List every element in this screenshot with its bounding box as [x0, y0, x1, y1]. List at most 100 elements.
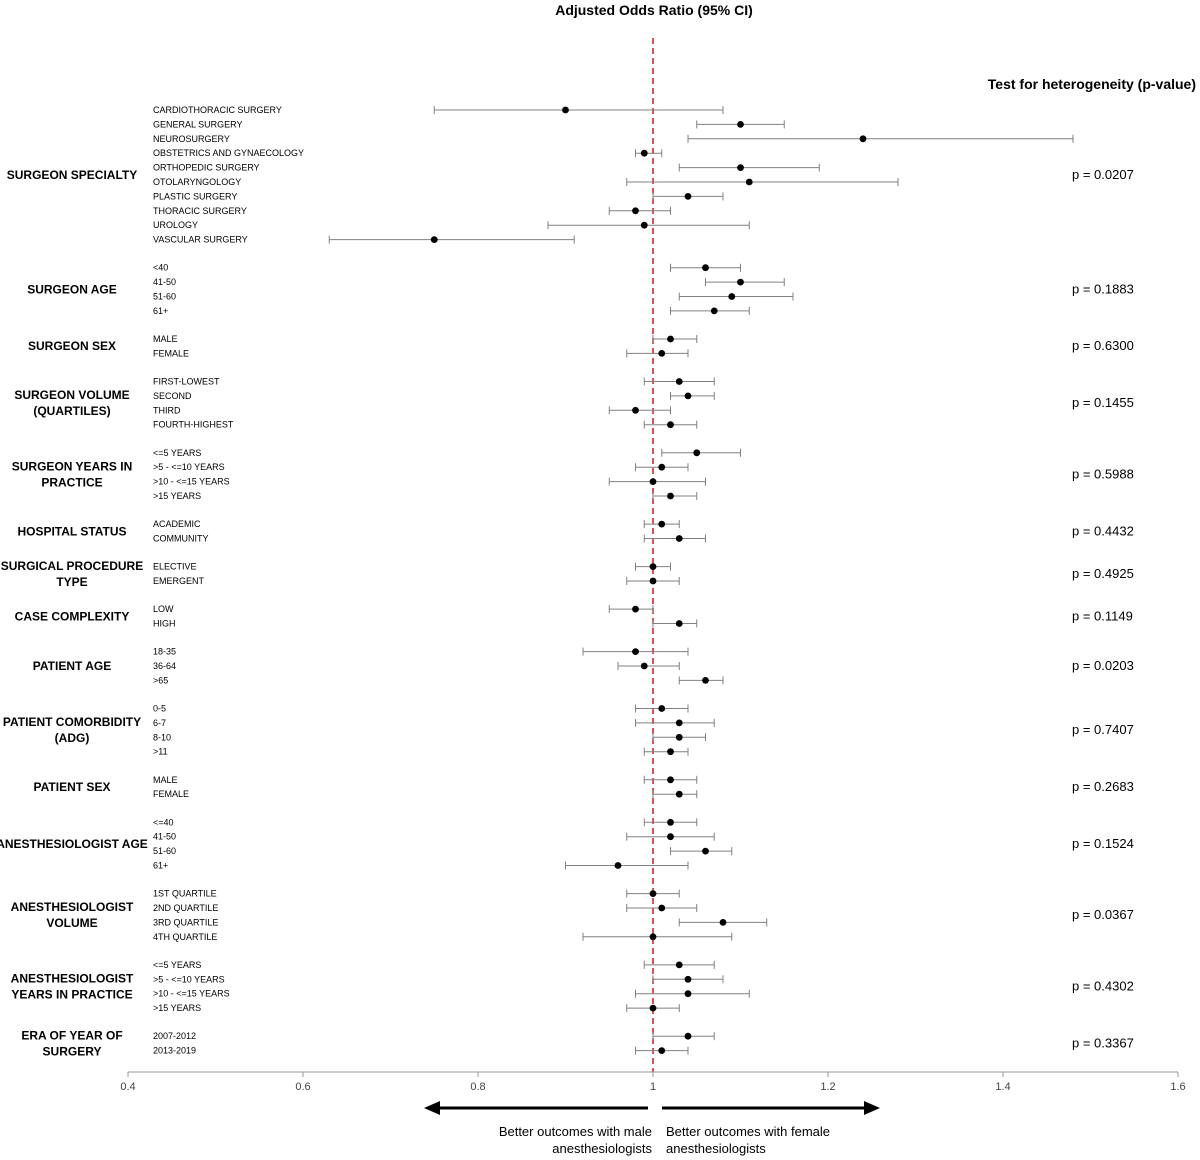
heterogeneity-p-value: p = 0.1149 — [1072, 608, 1133, 623]
x-tick-label: 1 — [650, 1081, 656, 1093]
arrow-right-label: anesthesiologists — [666, 1141, 766, 1156]
group-label: YEARS IN PRACTICE — [11, 988, 132, 1002]
odds-ratio-point — [667, 492, 674, 500]
row-label: >5 - <=10 YEARS — [153, 974, 225, 984]
row-label: 61+ — [153, 861, 168, 871]
odds-ratio-point — [684, 990, 692, 998]
arrow-left-label: Better outcomes with male — [499, 1124, 652, 1139]
row-label: 0-5 — [153, 704, 166, 714]
odds-ratio-point — [614, 862, 622, 869]
row-label: 1ST QUARTILE — [153, 889, 217, 899]
heterogeneity-header: Test for heterogeneity (p-value) — [988, 76, 1196, 92]
odds-ratio-point — [684, 193, 692, 200]
row-label: 2ND QUARTILE — [153, 903, 218, 913]
row-label: FEMALE — [153, 789, 189, 799]
odds-ratio-point — [675, 790, 683, 798]
row-label: >15 YEARS — [153, 491, 201, 501]
odds-ratio-point — [684, 975, 692, 983]
row-label: UROLOGY — [153, 220, 198, 230]
group-label: SURGEON YEARS IN — [12, 459, 132, 473]
odds-ratio-point — [658, 904, 666, 912]
row-label: PLASTIC SURGERY — [153, 191, 237, 201]
row-label: ACADEMIC — [153, 519, 201, 529]
chart-title: Adjusted Odds Ratio (95% CI) — [555, 2, 753, 18]
odds-ratio-point — [737, 278, 744, 286]
heterogeneity-p-value: p = 0.0367 — [1072, 907, 1134, 922]
row-label: 2007-2012 — [153, 1031, 196, 1041]
x-tick-label: 1.6 — [1170, 1081, 1185, 1093]
odds-ratio-point — [675, 733, 683, 741]
row-label: >65 — [153, 675, 168, 685]
row-label: 36-64 — [153, 661, 176, 671]
row-label: ORTHOPEDIC SURGERY — [153, 163, 260, 173]
arrow-left-label: anesthesiologists — [552, 1141, 652, 1156]
odds-ratio-point — [675, 378, 683, 385]
odds-ratio-point — [728, 293, 736, 300]
row-label: 51-60 — [153, 846, 176, 856]
row-label: 51-60 — [153, 292, 176, 302]
odds-ratio-point — [702, 847, 709, 855]
odds-ratio-point — [632, 207, 639, 215]
odds-ratio-point — [430, 236, 438, 244]
group-label: SURGERY — [43, 1044, 102, 1058]
group-label: SURGEON AGE — [27, 282, 117, 296]
odds-ratio-point — [693, 449, 701, 457]
heterogeneity-p-value: p = 0.0207 — [1072, 167, 1134, 182]
odds-ratio-point — [745, 178, 753, 186]
odds-ratio-point — [737, 121, 744, 128]
odds-ratio-point — [640, 662, 648, 670]
row-label: >11 — [153, 747, 168, 757]
row-label: OTOLARYNGOLOGY — [153, 177, 241, 187]
x-tick-label: 0.6 — [295, 1081, 310, 1093]
group-label: CASE COMPLEXITY — [15, 609, 130, 623]
odds-ratio-point — [649, 563, 657, 570]
x-tick-label: 1.4 — [995, 1081, 1010, 1093]
heterogeneity-p-value: p = 0.1455 — [1072, 395, 1134, 410]
group-label: (ADG) — [55, 731, 90, 745]
odds-ratio-point — [737, 164, 744, 172]
heterogeneity-p-value: p = 0.2683 — [1072, 779, 1134, 794]
odds-ratio-point — [649, 478, 657, 485]
odds-ratio-point — [649, 890, 657, 897]
odds-ratio-point — [702, 264, 709, 272]
row-label: HIGH — [153, 619, 176, 629]
row-label: >15 YEARS — [153, 1003, 201, 1013]
row-label: SECOND — [153, 391, 192, 401]
row-label: OBSTETRICS AND GYNAECOLOGY — [153, 148, 304, 158]
row-label: GENERAL SURGERY — [153, 119, 243, 129]
group-label: PATIENT COMORBIDITY — [3, 715, 141, 729]
row-label: THORACIC SURGERY — [153, 206, 247, 216]
row-label: <=5 YEARS — [153, 960, 201, 970]
group-label: ANESTHESIOLOGIST — [11, 972, 134, 986]
group-label: (QUARTILES) — [33, 404, 110, 418]
group-label: PATIENT AGE — [33, 659, 111, 673]
row-label: VASCULAR SURGERY — [153, 235, 248, 245]
x-tick-label: 0.8 — [470, 1081, 485, 1093]
odds-ratio-point — [632, 648, 639, 655]
heterogeneity-p-value: p = 0.4302 — [1072, 979, 1134, 994]
odds-ratio-point — [710, 307, 718, 315]
row-label: 4TH QUARTILE — [153, 932, 217, 942]
odds-ratio-point — [658, 350, 666, 357]
odds-ratio-point — [658, 463, 666, 471]
group-label: HOSPITAL STATUS — [17, 524, 126, 538]
group-label: SURGICAL PROCEDURE — [1, 559, 143, 573]
odds-ratio-point — [667, 748, 674, 756]
odds-ratio-point — [649, 577, 657, 585]
odds-ratio-point — [667, 421, 674, 429]
group-label: ANESTHESIOLOGIST AGE — [0, 837, 148, 851]
heterogeneity-p-value: p = 0.4432 — [1072, 523, 1134, 538]
heterogeneity-p-value: p = 0.1524 — [1072, 836, 1134, 851]
row-label: 2013-2019 — [153, 1046, 196, 1056]
group-label: PATIENT SEX — [34, 780, 111, 794]
x-tick-label: 1.2 — [820, 1081, 835, 1093]
heterogeneity-p-value: p = 0.5988 — [1072, 466, 1134, 481]
odds-ratio-point — [859, 135, 867, 143]
row-label: FOURTH-HIGHEST — [153, 420, 234, 430]
odds-ratio-point — [658, 520, 666, 528]
row-label: COMMUNITY — [153, 534, 209, 544]
row-label: EMERGENT — [153, 576, 205, 586]
row-label: MALE — [153, 334, 178, 344]
odds-ratio-point — [562, 106, 569, 114]
row-label: FEMALE — [153, 348, 189, 358]
